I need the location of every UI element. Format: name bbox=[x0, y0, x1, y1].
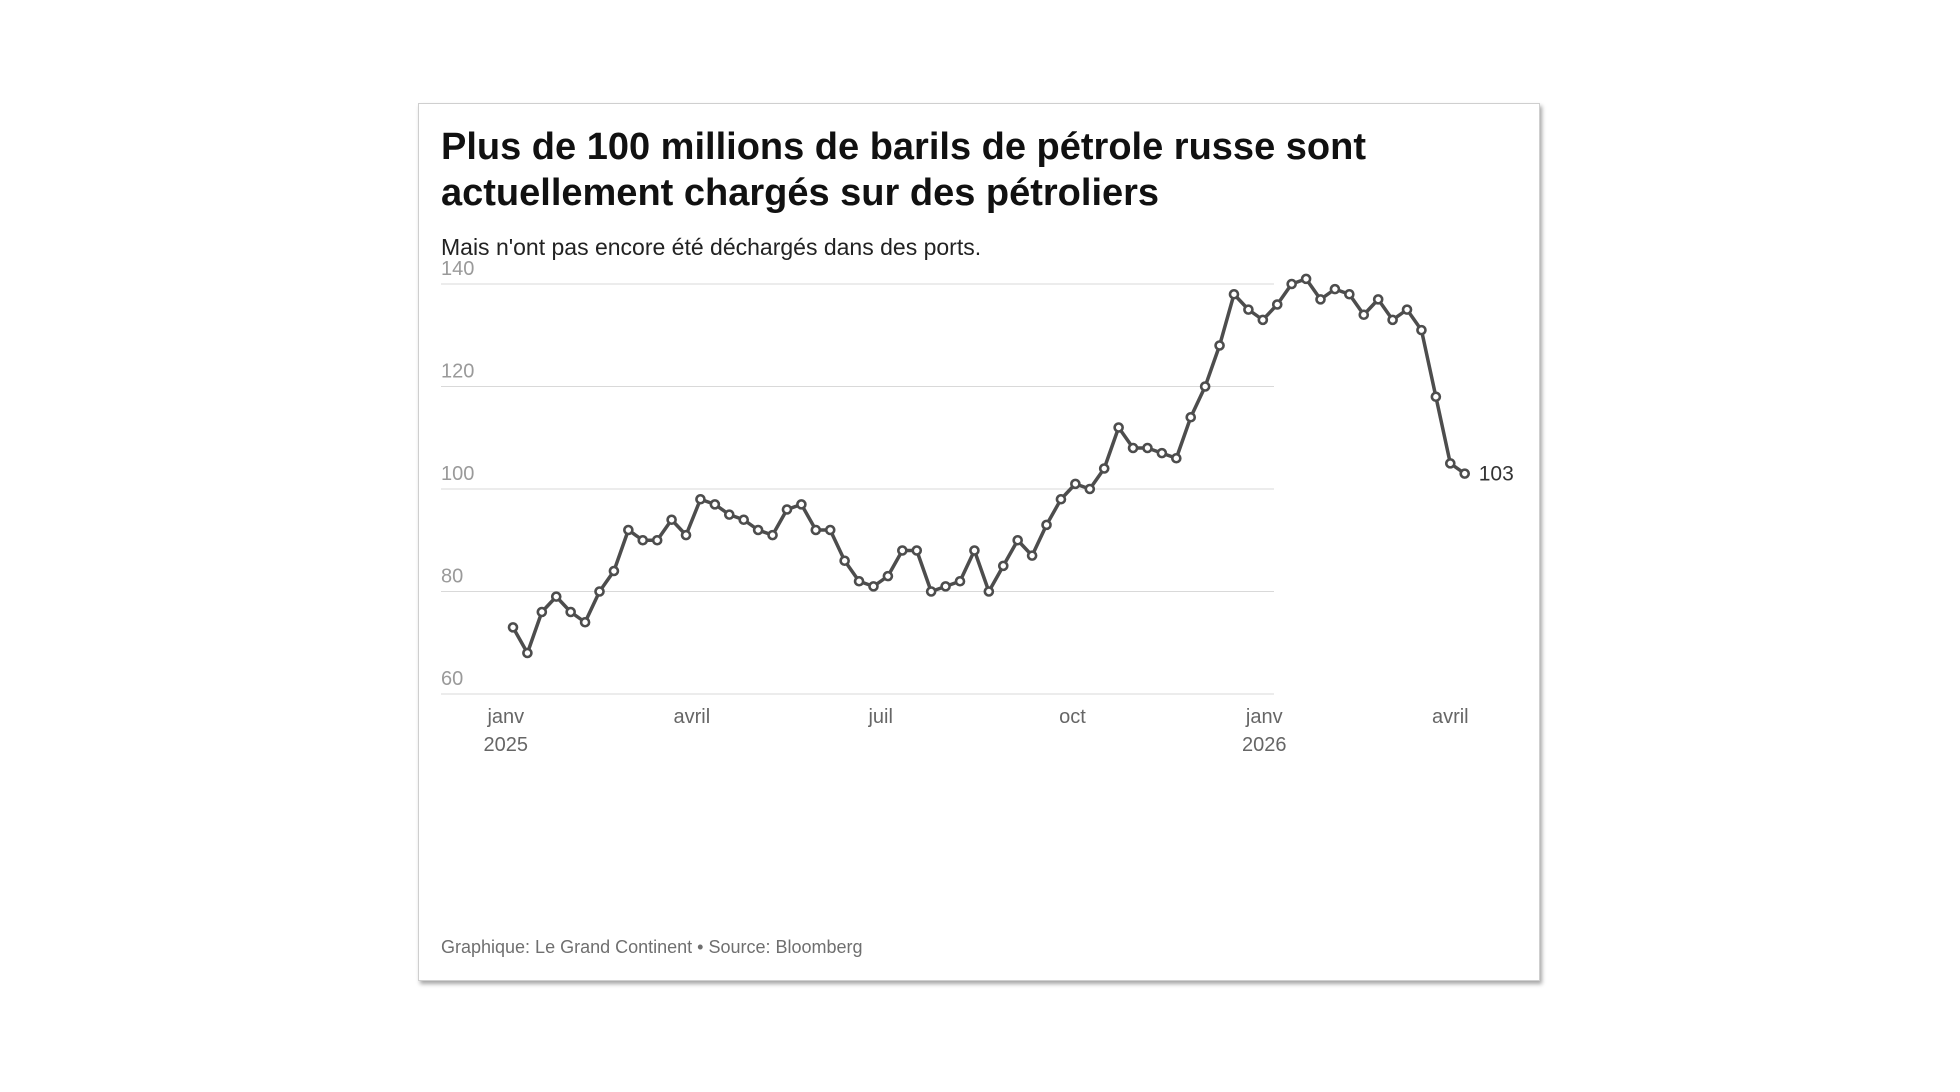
data-point bbox=[1228, 288, 1240, 300]
data-point bbox=[1012, 534, 1024, 546]
data-point bbox=[723, 509, 735, 520]
data-point bbox=[522, 647, 533, 659]
data-point bbox=[781, 504, 793, 515]
data-point bbox=[824, 524, 836, 536]
chart-source-footer: Graphique: Le Grand Continent • Source: … bbox=[441, 937, 863, 957]
data-point bbox=[954, 575, 966, 587]
data-point bbox=[752, 524, 764, 536]
data-point bbox=[767, 529, 778, 541]
data-point bbox=[1401, 304, 1413, 315]
y-tick-label: 140 bbox=[441, 258, 474, 280]
data-point bbox=[882, 570, 894, 582]
data-point bbox=[796, 499, 807, 510]
data-point bbox=[1026, 550, 1038, 561]
data-point bbox=[839, 555, 850, 567]
data-point bbox=[666, 514, 677, 526]
data-point bbox=[1185, 411, 1197, 423]
data-point bbox=[637, 534, 649, 546]
data-point bbox=[1430, 391, 1442, 403]
x-tick-label: janv bbox=[486, 706, 524, 728]
data-point bbox=[623, 524, 634, 536]
data-point bbox=[608, 565, 620, 577]
data-point bbox=[565, 606, 576, 618]
x-tick-year-label: 2026 bbox=[1242, 734, 1287, 756]
data-point bbox=[911, 545, 923, 556]
data-point bbox=[738, 514, 750, 526]
chart-card: Plus de 100 millions de barils de pétrol… bbox=[418, 103, 1540, 981]
gridlines bbox=[441, 283, 1274, 695]
data-point bbox=[1358, 309, 1370, 321]
chart-title: Plus de 100 millions de barils de pétrol… bbox=[441, 126, 1366, 214]
data-point bbox=[1041, 519, 1052, 531]
data-point bbox=[1113, 422, 1124, 433]
line-chart: 60 80 100 120 140 janv 2025 avril juil oct janv 20… bbox=[441, 258, 1514, 756]
data-point bbox=[1372, 294, 1384, 305]
y-tick-label: 120 bbox=[441, 361, 474, 383]
data-point bbox=[897, 545, 908, 556]
data-point bbox=[579, 616, 591, 628]
y-tick-label: 80 bbox=[441, 566, 463, 588]
x-tick-label: oct bbox=[1059, 706, 1086, 728]
y-axis-ticks: 60 80 100 120 140 bbox=[441, 258, 474, 690]
data-point bbox=[1098, 463, 1110, 474]
data-point bbox=[853, 575, 865, 587]
data-point bbox=[1300, 273, 1312, 285]
data-points bbox=[507, 273, 1471, 659]
data-point bbox=[1344, 288, 1355, 300]
data-point bbox=[536, 606, 548, 618]
data-point bbox=[1445, 458, 1456, 469]
x-tick-year-label: 2025 bbox=[484, 734, 529, 756]
data-point bbox=[1271, 299, 1283, 310]
last-value-label: 103 bbox=[1479, 463, 1514, 486]
data-point bbox=[1127, 442, 1139, 454]
data-point bbox=[695, 493, 706, 505]
data-point bbox=[997, 560, 1009, 572]
data-point bbox=[1070, 478, 1081, 490]
data-point bbox=[1459, 468, 1471, 479]
data-point bbox=[594, 586, 605, 597]
x-tick-label: avril bbox=[673, 706, 710, 728]
data-point bbox=[868, 581, 879, 592]
data-point bbox=[709, 499, 721, 510]
data-point bbox=[1142, 442, 1153, 454]
x-tick-label: juil bbox=[867, 706, 892, 728]
data-point bbox=[1286, 278, 1297, 290]
chart-subtitle: Mais n'ont pas encore été déchargés dans… bbox=[441, 234, 982, 260]
data-point bbox=[1199, 381, 1211, 392]
data-point bbox=[1257, 314, 1269, 326]
data-point bbox=[1084, 483, 1096, 495]
data-point bbox=[550, 591, 562, 602]
y-tick-label: 60 bbox=[441, 668, 463, 690]
data-point bbox=[651, 534, 663, 546]
data-point bbox=[507, 622, 519, 633]
x-tick-label: janv bbox=[1245, 706, 1283, 728]
data-point bbox=[680, 529, 692, 541]
y-tick-label: 100 bbox=[441, 463, 474, 485]
data-point bbox=[1315, 294, 1326, 305]
x-tick-label: avril bbox=[1432, 706, 1469, 728]
data-point bbox=[1243, 304, 1254, 315]
data-point bbox=[1387, 314, 1398, 326]
data-point bbox=[1171, 452, 1182, 464]
series-line bbox=[511, 277, 1467, 655]
data-point bbox=[1055, 493, 1067, 505]
data-point bbox=[1156, 447, 1168, 459]
data-point bbox=[1329, 283, 1341, 295]
data-point bbox=[925, 586, 937, 597]
data-point bbox=[1416, 324, 1427, 336]
data-point bbox=[983, 586, 995, 597]
x-axis-ticks: janv 2025 avril juil oct janv 2026 avril bbox=[484, 706, 1469, 756]
data-point bbox=[969, 545, 980, 556]
data-point bbox=[1214, 340, 1225, 351]
data-point bbox=[810, 524, 822, 536]
data-point bbox=[940, 581, 951, 592]
